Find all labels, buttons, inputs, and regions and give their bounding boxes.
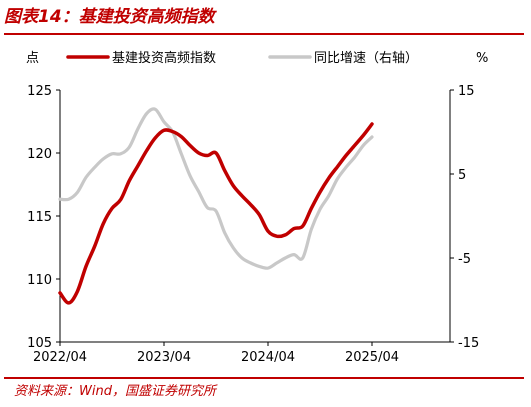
- x-tick-label: 2023/04: [137, 350, 191, 365]
- x-tick-label: 2022/04: [33, 350, 87, 365]
- chart: 基建投资高频指数 同比增速（右轴） 125 120 115 110 105 15 5 -5 -15…: [26, 50, 488, 365]
- y-right-tick-label: 15: [458, 84, 475, 99]
- legend-item-main-label: 基建投资高频指数: [112, 50, 216, 66]
- source-rule: [4, 377, 524, 379]
- legend-item-secondary-label: 同比增速（右轴）: [314, 51, 418, 66]
- chart-series: [58, 107, 374, 305]
- chart-legend: 基建投资高频指数 同比增速（右轴）: [66, 50, 418, 66]
- source-note: 资料来源：Wind，国盛证券研究所: [14, 384, 216, 399]
- chart-title: 图表14：基建投资高频指数: [4, 7, 215, 27]
- x-tick-label: 2024/04: [241, 350, 295, 365]
- title-rule: [4, 33, 524, 35]
- chart-tick-labels: 125 120 115 110 105 15 5 -5 -15 2022/04 2023/04 202…: [26, 51, 488, 365]
- y-right-tick-label: -5: [458, 252, 471, 267]
- y-left-tick-label: 110: [27, 273, 52, 288]
- y-right-tick-label: 5: [458, 168, 466, 183]
- chart-axes: [56, 89, 454, 346]
- y-left-tick-label: 125: [27, 84, 52, 99]
- y-left-tick-label: 120: [27, 147, 52, 162]
- y-left-unit-label: 点: [26, 51, 39, 66]
- x-tick-label: 2025/04: [345, 350, 399, 365]
- y-right-unit-label: %: [476, 51, 488, 66]
- series-line-main: [58, 122, 374, 305]
- y-left-tick-label: 105: [27, 336, 52, 351]
- series-line-secondary: [58, 107, 374, 270]
- y-left-tick-label: 115: [27, 210, 52, 225]
- y-right-tick-label: -15: [458, 336, 479, 351]
